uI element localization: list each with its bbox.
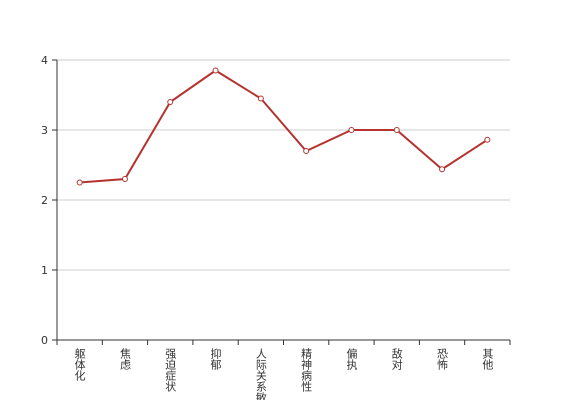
point [484, 136, 491, 143]
point [257, 95, 264, 102]
x-tick-label: 敌对 [390, 347, 403, 370]
x-tick-label: 恐怖 [436, 348, 449, 370]
y-tick-label: 1 [41, 264, 48, 277]
point [212, 67, 219, 74]
line [79, 69, 488, 184]
y-tick-label: 4 [41, 54, 48, 67]
x-tick-label: 躯体化 [73, 348, 86, 382]
point [439, 166, 446, 173]
y-tick-label: 3 [41, 124, 48, 137]
x-tick-label: 其他 [481, 348, 494, 370]
x-tick-label: 精神病性 [300, 348, 313, 393]
point [393, 127, 400, 133]
point [303, 148, 310, 154]
point [348, 127, 355, 133]
x-tick-label: 抑郁 [209, 347, 222, 370]
x-tick-label: 人际关系敏感 [254, 348, 267, 400]
x-tick-label: 焦虑 [118, 348, 131, 370]
point [76, 179, 83, 186]
point [167, 99, 174, 105]
x-tick-label: 偏执 [345, 347, 358, 371]
point [121, 176, 128, 182]
x-tick-label: 强迫症状 [164, 348, 177, 392]
y-tick-label: 0 [41, 334, 48, 347]
y-tick-label: 2 [41, 194, 48, 207]
